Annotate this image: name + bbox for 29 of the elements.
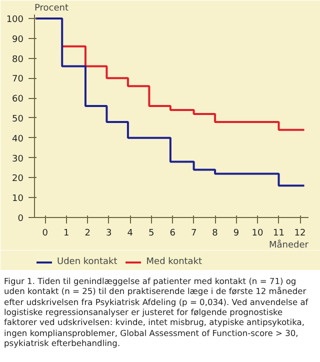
x-tick-label: 10: [252, 228, 264, 238]
x-tick-label: 4: [127, 228, 134, 238]
y-axis-title: Procent: [34, 4, 69, 14]
text: Figur 1. Tiden til genindlæggelse af patienter med kontakt (n = 71) og uden kontakt (n = 25) til den praktiserende læge i de første 12 måneder efter udskrivelsen fra Psykiatrisk Afdeling (p = 0,034). Ved anvendelse af logistiske regressionsanalyser er justeret for følgende prognostiske faktorer ved udskrivelsen: kvinde, intet misbrug, atypiske antipsykotika, ingen kompliansproblemer, Global Assessment of Function-score > 30, psykiatrisk efterbehandling.: [4, 276, 310, 349]
y-tick-label: 80: [12, 54, 24, 65]
y-tick-label: 0: [18, 214, 24, 224]
y-tick-label: 50: [12, 114, 24, 124]
x-tick-label: 12: [294, 228, 306, 238]
y-tick-label: 10: [12, 194, 24, 204]
x-tick-label: 2: [84, 228, 90, 238]
y-tick-label: 20: [12, 174, 24, 184]
x-tick-label: 6: [170, 228, 176, 238]
y-tick-label: 30: [12, 154, 24, 164]
x-tick-label: 3: [106, 228, 112, 238]
x-tick-label: 8: [212, 228, 218, 238]
x-tick-label: 0: [42, 228, 48, 238]
y-tick-label: 90: [12, 34, 24, 45]
x-tick-label: 1: [63, 228, 70, 238]
x-tick-label: 11: [273, 228, 284, 238]
x-axis-title: Måneder: [269, 240, 309, 250]
legend-label: Med kontakt: [146, 257, 202, 267]
legend-label: Uden kontakt: [57, 257, 118, 267]
y-tick-label: 40: [12, 134, 24, 144]
y-tick-label: 60: [12, 94, 24, 105]
x-tick-label: 5: [148, 228, 154, 238]
y-tick-label: 100: [6, 14, 24, 25]
y-tick-label: 70: [12, 74, 24, 85]
x-tick-label: 9: [233, 228, 240, 238]
x-tick-label: 7: [190, 228, 197, 238]
